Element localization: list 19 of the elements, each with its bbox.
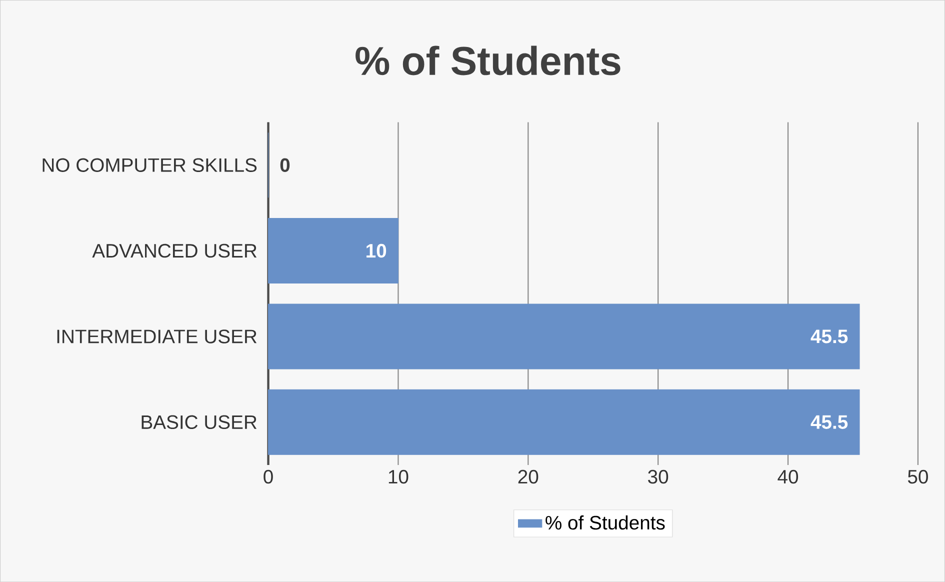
- x-tick-label: 20: [518, 470, 538, 484]
- y-tick-label: BASIC USER: [142, 415, 257, 429]
- x-tick-label: 50: [908, 470, 928, 484]
- data-label: 45.5: [810, 330, 848, 344]
- chart-title: % of Students: [356, 46, 620, 76]
- data-label: 10: [366, 244, 386, 258]
- data-label: 45.5: [810, 415, 848, 429]
- bar: [268, 389, 860, 455]
- bar: [268, 218, 398, 284]
- y-tick-label: NO COMPUTER SKILLS: [42, 158, 257, 172]
- x-tick-label: 40: [778, 470, 798, 484]
- x-tick-label: 0: [264, 470, 273, 484]
- data-label: 0: [280, 158, 290, 172]
- y-tick-label: INTERMEDIATE USER: [57, 330, 257, 344]
- x-tick-label: 10: [388, 470, 408, 484]
- y-tick-label: ADVANCED USER: [92, 244, 257, 258]
- legend-label: % of Students: [546, 515, 665, 530]
- bar: [268, 304, 860, 370]
- x-tick-label: 30: [648, 470, 668, 484]
